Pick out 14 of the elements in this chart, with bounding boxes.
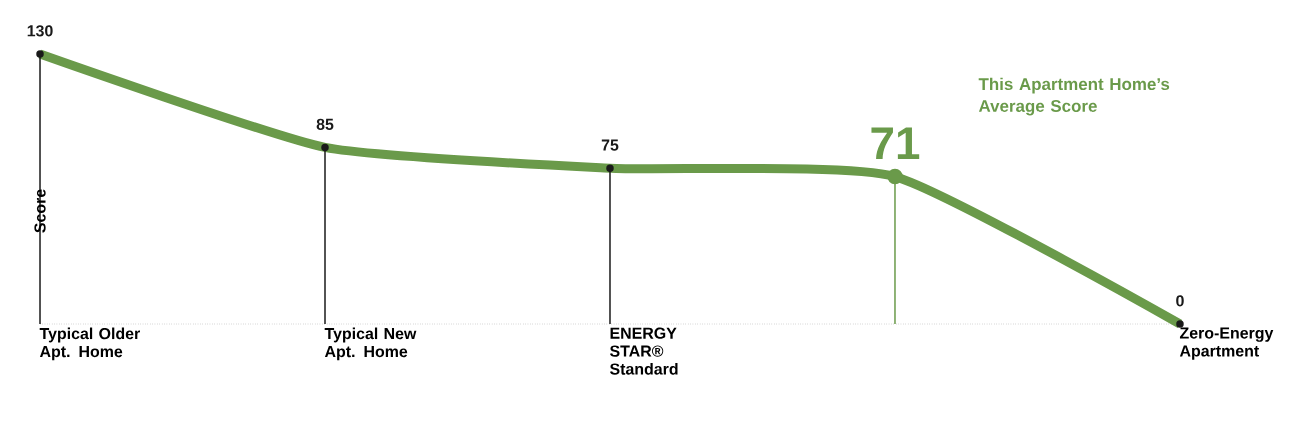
x-tick-label: Typical New Apt. Home <box>324 327 417 361</box>
data-label: 75 <box>601 139 619 151</box>
x-tick-label: Zero-Energy Apartment <box>1179 327 1274 360</box>
point <box>36 50 44 58</box>
annotation: This Apartment Home’s Average Score <box>978 77 1170 116</box>
data-label: 71 <box>871 127 920 160</box>
x-tick-label: Typical Older Apt. Home <box>39 327 140 361</box>
data-label: 130 <box>27 25 53 37</box>
y-axis-title: Score <box>34 189 46 233</box>
x-tick-label: ENERGY STAR® Standard <box>609 327 678 375</box>
data-label: 85 <box>316 118 334 130</box>
point <box>321 143 329 152</box>
data-label: 0 <box>1176 295 1184 307</box>
point <box>606 164 614 172</box>
